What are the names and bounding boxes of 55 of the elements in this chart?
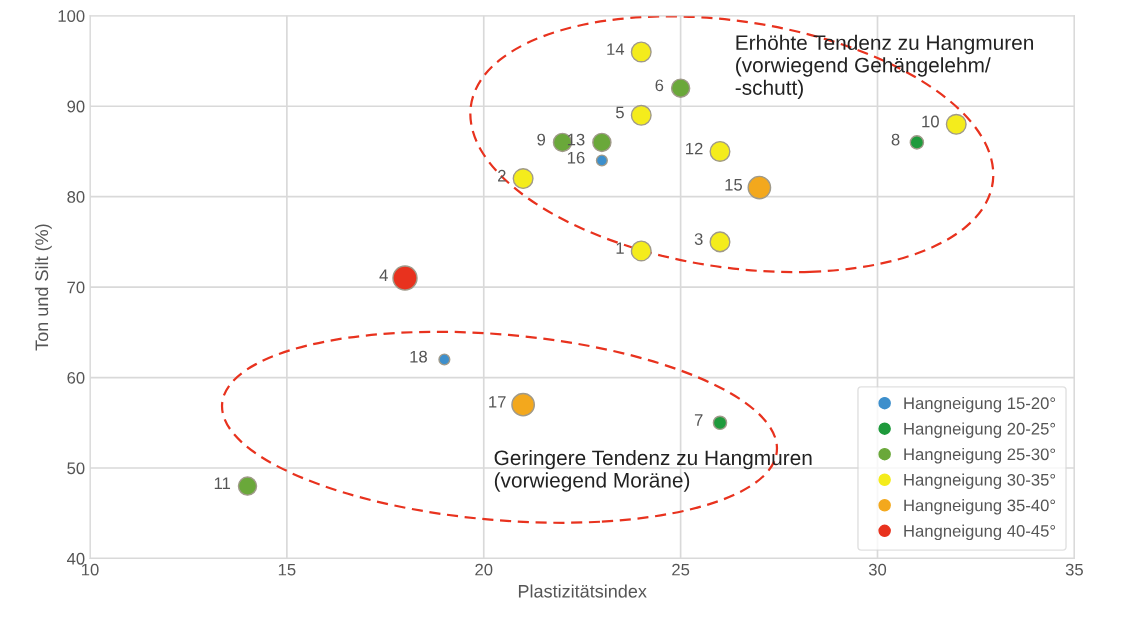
legend-label: Hangneigung 20-25° [904, 422, 1056, 438]
point [709, 140, 731, 162]
annotation: 6 [655, 79, 664, 92]
point [630, 41, 652, 63]
annotation: 7 [694, 414, 703, 426]
x-tick-label: 25 [672, 563, 690, 576]
x-tick-label: 35 [1065, 563, 1083, 576]
x-tick-label: 30 [868, 563, 887, 576]
legend-label: Hangneigung 40-45° [904, 524, 1056, 541]
annotation: 1 [616, 242, 624, 254]
legend-label: Hangneigung 30-35° [904, 473, 1056, 490]
point [909, 135, 925, 150]
y-axis-title: Ton und Silt (%) [34, 224, 52, 351]
annotation: Geringere Tendenz zu Hangmuren (vorwiegend Moräne) [494, 449, 812, 492]
legend-label: Hangneigung 15-20° [904, 396, 1056, 413]
y-tick-label: 40 [66, 552, 85, 565]
point [392, 265, 418, 291]
point [237, 476, 258, 496]
annotation: 4 [379, 269, 388, 281]
annotation: 14 [607, 43, 625, 55]
point [595, 154, 608, 167]
point [511, 392, 536, 417]
y-tick-label: 60 [67, 371, 85, 384]
point [438, 353, 451, 366]
point [630, 104, 652, 126]
legend-label: Hangneigung 35-40° [904, 499, 1056, 515]
x-axis-title: Plastizitätsindex [518, 584, 647, 598]
point [512, 168, 534, 190]
point [747, 175, 772, 200]
annotation: 3 [694, 233, 703, 245]
y-tick-label: 50 [67, 462, 85, 475]
annotation: 16 [567, 151, 585, 164]
point [709, 231, 731, 253]
y-tick-label: 100 [58, 10, 85, 22]
y-tick-label: 80 [67, 191, 85, 203]
annotation: 12 [686, 142, 703, 155]
annotation: 18 [410, 350, 427, 363]
annotation: 15 [725, 179, 743, 191]
y-tick-label: 90 [67, 100, 85, 113]
y-tick-label: 70 [67, 281, 85, 294]
point [592, 132, 612, 153]
annotation: 9 [537, 133, 546, 146]
point [945, 113, 967, 135]
annotation: 8 [891, 133, 900, 146]
point [670, 78, 691, 98]
x-tick-label: 15 [278, 563, 296, 576]
annotation: 10 [922, 115, 939, 128]
point [712, 415, 728, 431]
point [630, 240, 652, 262]
legend-label: Hangneigung 25-30° [904, 447, 1056, 464]
annotation: 11 [214, 477, 231, 489]
x-tick-label: 20 [475, 563, 493, 576]
x-tick-label: 10 [82, 563, 99, 576]
annotation: 17 [489, 396, 506, 408]
annotation: 5 [615, 106, 624, 119]
